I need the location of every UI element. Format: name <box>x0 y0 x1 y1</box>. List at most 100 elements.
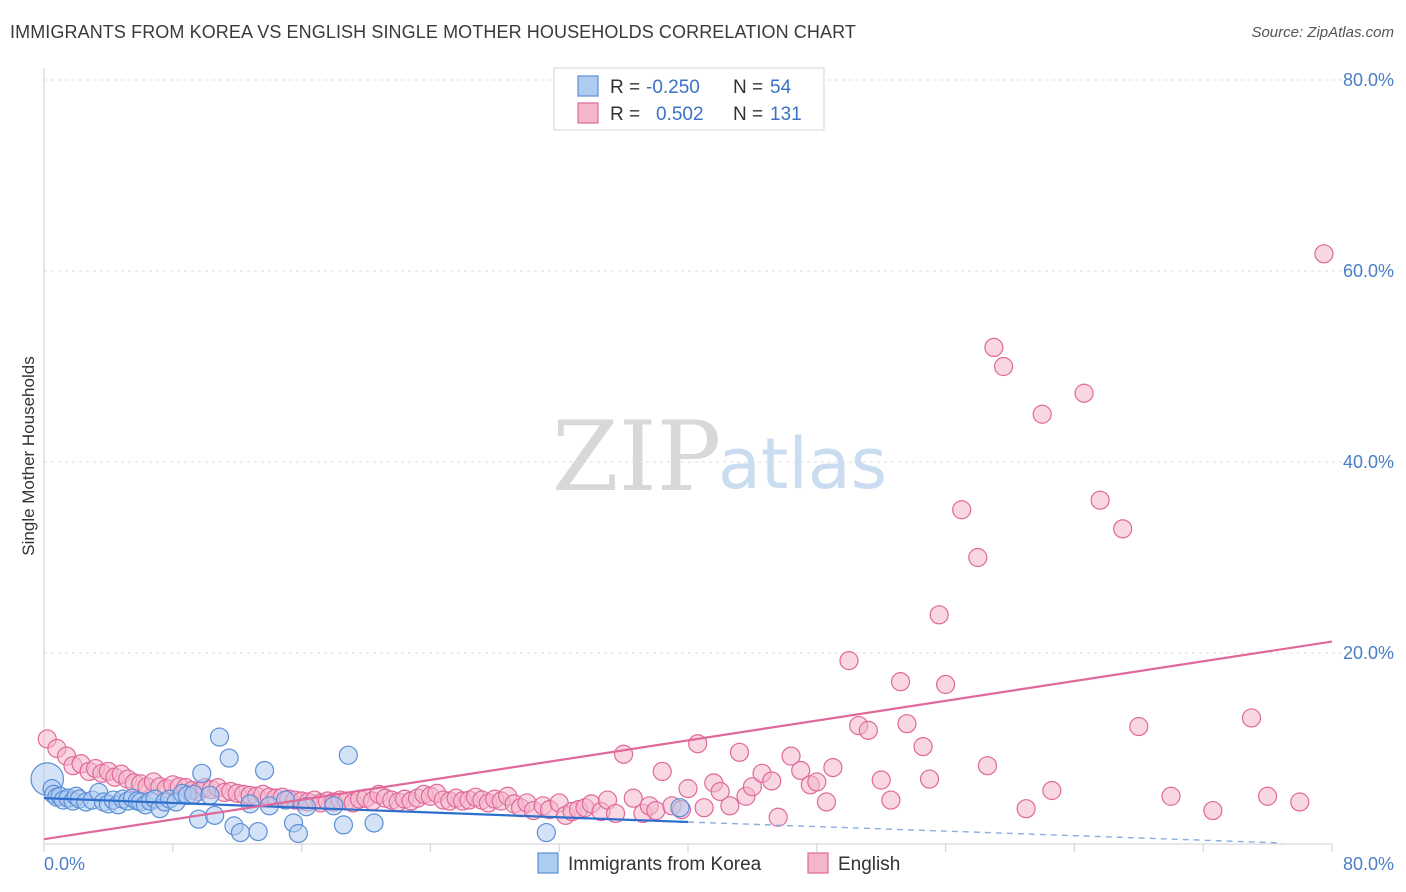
bottom-legend: Immigrants from Korea English <box>537 852 900 875</box>
bottom-legend-swatch-korea <box>537 852 559 874</box>
english-point <box>1042 780 1062 801</box>
english-point <box>646 800 666 821</box>
english-point <box>881 790 901 810</box>
bottom-legend-label-korea: Immigrants from Korea <box>568 854 762 875</box>
x-tick-label-max: 80.0% <box>1343 854 1394 874</box>
english-point <box>623 788 643 808</box>
english-point <box>694 798 714 818</box>
korea-point <box>364 813 384 833</box>
english-point <box>710 781 730 802</box>
english-point <box>613 744 634 764</box>
english-point <box>823 757 843 778</box>
legend-r-label: R = <box>610 77 640 98</box>
english-point <box>890 672 911 692</box>
english-point <box>1129 716 1149 737</box>
korea-point <box>670 798 690 818</box>
korea-point <box>254 760 275 781</box>
english-point <box>929 605 949 625</box>
legend-n-value-english: 131 <box>770 104 802 125</box>
korea-point <box>200 785 220 805</box>
english-point <box>897 714 917 734</box>
english-point <box>1074 383 1094 403</box>
english-point <box>1257 786 1278 806</box>
korea-point <box>230 822 251 843</box>
english-point <box>729 742 750 762</box>
korea-point <box>240 794 260 814</box>
korea-point <box>288 823 308 844</box>
english-point <box>1203 800 1223 821</box>
english-point <box>1113 519 1133 539</box>
korea-point <box>205 805 225 825</box>
english-point <box>1314 244 1334 264</box>
bottom-legend-label-english: English <box>838 854 900 875</box>
english-point <box>839 651 859 671</box>
trend-lines <box>43 640 1333 844</box>
korea-point <box>324 796 344 816</box>
legend-box <box>553 67 825 131</box>
english-point <box>952 500 972 520</box>
legend-swatch-korea <box>577 75 599 97</box>
korea-point <box>338 745 358 765</box>
english-point <box>1241 708 1262 728</box>
english-point <box>1032 404 1052 424</box>
grid-lines <box>44 79 1394 654</box>
english-point <box>913 736 933 757</box>
x-tick-label-min: 0.0% <box>44 854 85 874</box>
english-point <box>807 772 827 792</box>
chart-title: IMMIGRANTS FROM KOREA VS ENGLISH SINGLE … <box>10 22 856 42</box>
series-english <box>37 244 1334 827</box>
watermark-zip: ZIP <box>552 401 721 513</box>
korea-point <box>192 763 212 783</box>
trend-line-korea-extrapolated <box>687 821 1283 844</box>
english-point <box>781 746 801 766</box>
english-point <box>742 777 763 797</box>
korea-point <box>188 809 209 829</box>
english-point <box>720 796 740 816</box>
english-point <box>919 769 940 789</box>
english-point <box>993 356 1014 377</box>
english-point <box>762 771 782 791</box>
english-point <box>935 674 956 695</box>
korea-point <box>248 821 268 842</box>
y-tick-label: 20.0% <box>1343 643 1394 663</box>
english-point <box>968 547 988 568</box>
top-legend: R = -0.250 N = 54 R = 0.502 N = 131 <box>553 67 825 131</box>
english-point <box>1016 799 1036 819</box>
korea-point <box>219 748 239 768</box>
source-label: Source: ZipAtlas.com <box>1251 24 1394 41</box>
y-axis-label: Single Mother Households <box>19 356 38 555</box>
watermark-atlas: atlas <box>718 423 887 505</box>
english-point <box>768 807 788 827</box>
legend-n-label: N = <box>733 104 763 125</box>
legend-n-value-korea: 54 <box>770 77 792 98</box>
legend-r-label: R = <box>610 104 640 125</box>
english-point <box>1290 792 1310 812</box>
trend-line-english <box>43 640 1333 841</box>
english-point <box>678 779 698 799</box>
bottom-legend-swatch-english <box>807 852 829 874</box>
korea-point <box>536 822 556 843</box>
english-point <box>791 760 811 781</box>
y-tick-label: 60.0% <box>1343 261 1394 281</box>
legend-swatch-english <box>577 102 599 124</box>
y-tick-labels: 20.0% 40.0% 60.0% 80.0% <box>1343 70 1394 663</box>
korea-point <box>184 784 204 804</box>
english-point <box>977 756 998 776</box>
english-point <box>871 770 891 790</box>
english-point <box>858 720 878 740</box>
english-point <box>816 792 837 812</box>
legend-n-label: N = <box>733 77 763 98</box>
korea-point <box>209 727 230 747</box>
y-tick-label: 40.0% <box>1343 452 1394 472</box>
english-point <box>652 761 672 782</box>
trend-line-korea <box>43 797 689 824</box>
english-point <box>1090 490 1110 510</box>
x-axis-ticks <box>43 844 1333 852</box>
english-point <box>605 803 626 824</box>
english-point <box>984 337 1004 357</box>
y-tick-label: 80.0% <box>1343 70 1394 90</box>
english-point <box>1161 786 1181 806</box>
legend-r-value-korea: -0.250 <box>646 77 700 98</box>
legend-r-value-english: 0.502 <box>656 104 704 125</box>
